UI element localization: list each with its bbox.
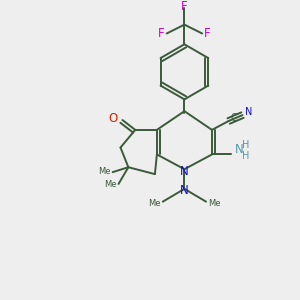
Text: Me: Me [104, 180, 117, 189]
Text: H: H [242, 152, 250, 161]
Text: F: F [204, 27, 211, 40]
Text: Me: Me [98, 167, 111, 176]
Text: N: N [245, 107, 253, 117]
Text: F: F [181, 0, 188, 14]
Text: N: N [235, 143, 243, 156]
Text: C: C [231, 113, 237, 123]
Text: Me: Me [148, 199, 161, 208]
Text: O: O [108, 112, 118, 124]
Text: N: N [180, 184, 189, 197]
Text: H: H [242, 140, 250, 150]
Text: Me: Me [208, 199, 220, 208]
Text: N: N [180, 165, 189, 178]
Text: F: F [158, 27, 165, 40]
